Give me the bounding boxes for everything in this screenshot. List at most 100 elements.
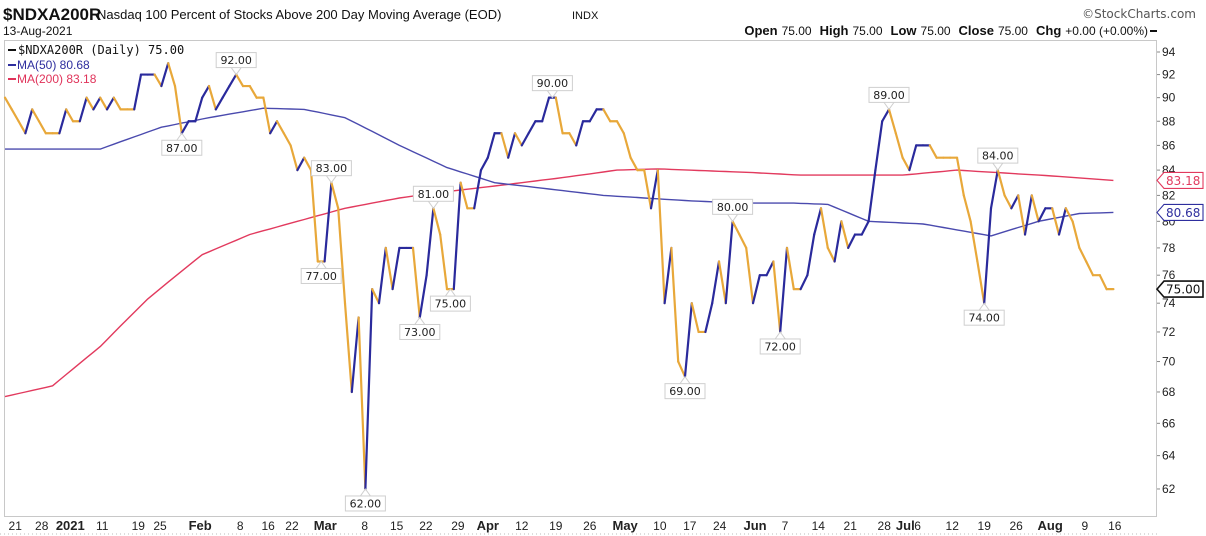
annotation-box xyxy=(412,185,454,202)
price-segment-down xyxy=(629,156,639,172)
x-tick-label: 8 xyxy=(361,519,368,533)
price-segment-down xyxy=(303,156,313,172)
annotation-label: 83.00 xyxy=(316,162,348,175)
chg-value: +0.00 (+0.00%) xyxy=(1065,24,1148,38)
x-tick-label: 28 xyxy=(35,519,49,533)
price-segment-up xyxy=(479,156,489,172)
price-segment-up xyxy=(180,120,190,135)
annotation-pointer xyxy=(679,375,691,384)
annotation-pointer xyxy=(427,200,439,210)
x-tick-label: 15 xyxy=(390,519,404,533)
annotation-box xyxy=(344,495,386,512)
annotation-label: 62.00 xyxy=(350,497,382,510)
price-segment-down xyxy=(996,169,1006,197)
x-tick-label: 25 xyxy=(153,519,167,533)
ma200-series xyxy=(4,168,1114,398)
price-segment-down xyxy=(262,96,272,135)
price-segment-down xyxy=(690,302,700,334)
symbol-title: $NDXA200R xyxy=(3,5,101,24)
legend-bg xyxy=(6,42,211,57)
price-segment-up xyxy=(269,120,279,135)
y-tick-label: 76 xyxy=(1162,268,1176,282)
x-tick-label: 9 xyxy=(1081,519,1088,533)
x-tick-label: 24 xyxy=(713,519,727,533)
y-tick-label: 86 xyxy=(1162,138,1176,152)
chart-description: Nasdaq 100 Percent of Stocks Above 200 D… xyxy=(97,7,501,22)
price-segment-down xyxy=(602,108,612,123)
chart-date: 13-Aug-2021 xyxy=(3,24,73,38)
x-axis: 21 28 2021 11 19 25 Feb 8 16 22 Mar 8 15 22 29 Apr 12 19 2… xyxy=(9,518,1122,533)
price-segment-up xyxy=(473,169,483,210)
ma200-line xyxy=(4,168,1114,398)
open-label: Open xyxy=(744,23,777,38)
y-tick-label: 62 xyxy=(1162,482,1176,496)
price-segment-down xyxy=(275,120,285,135)
price-segment-down xyxy=(554,96,564,135)
price-segment-down xyxy=(31,108,41,123)
annotation-pointer xyxy=(883,102,895,111)
price-segment-down xyxy=(439,233,449,291)
price-segment-up xyxy=(541,96,551,123)
price-segment-up xyxy=(649,169,659,210)
price-segment-down xyxy=(1051,207,1061,236)
price-segment-down xyxy=(826,246,836,263)
copyright-link[interactable]: ©StockCharts.com xyxy=(1082,7,1196,21)
price-segment-up xyxy=(881,108,891,123)
price-segment-down xyxy=(235,73,245,88)
price-segment-up xyxy=(874,120,884,172)
price-segment-down xyxy=(1030,194,1040,223)
annotation-label: 75.00 xyxy=(435,298,467,311)
last-value-tag xyxy=(1156,203,1204,221)
annotation-label: 89.00 xyxy=(873,89,905,102)
exchange-label: INDX xyxy=(572,10,599,22)
y-tick-label: 90 xyxy=(1162,91,1176,105)
price-segment-up xyxy=(711,260,721,305)
price-segment-down xyxy=(785,246,795,291)
price-segment-down xyxy=(901,156,911,172)
annotation-box xyxy=(664,383,706,400)
last-value-label: 75.00 xyxy=(1166,283,1200,297)
x-tick-label: 16 xyxy=(1108,519,1122,533)
annotation-label: 80.00 xyxy=(717,201,749,214)
x-tick-label: 26 xyxy=(1009,519,1023,533)
price-segment-down xyxy=(343,302,353,394)
price-segment-up xyxy=(214,96,224,111)
price-segment-down xyxy=(282,132,292,147)
price-segment-down xyxy=(969,220,979,263)
price-segment-down xyxy=(745,246,755,305)
price-segment-down xyxy=(459,181,469,210)
price-segment-up xyxy=(527,120,537,135)
price-segment-down xyxy=(309,169,319,263)
price-segment-down xyxy=(513,132,523,147)
price-segment-up xyxy=(575,120,585,147)
high-value: 75.00 xyxy=(852,24,882,38)
price-segment-up xyxy=(323,181,333,263)
plot-area[interactable] xyxy=(4,40,1157,517)
price-segment-up xyxy=(751,274,761,305)
y-tick-label: 64 xyxy=(1162,449,1176,463)
price-segment-down xyxy=(207,84,217,111)
price-segment-up xyxy=(350,316,360,394)
annotation-box xyxy=(868,86,910,103)
price-segment-up xyxy=(1023,194,1033,236)
y-tick-label: 72 xyxy=(1162,325,1176,339)
annotation-box xyxy=(161,139,203,156)
price-segment-up xyxy=(1010,194,1020,210)
x-tick-label: Mar xyxy=(314,518,337,533)
annotation-box xyxy=(215,52,257,69)
x-tick-label: 8 xyxy=(237,519,244,533)
price-segment-up xyxy=(452,181,462,291)
y-tick-label: 92 xyxy=(1162,68,1176,82)
price-segment-down xyxy=(371,287,381,305)
annotation-label: 92.00 xyxy=(220,54,252,67)
price-segment-down xyxy=(1064,207,1074,223)
annotation-pointer xyxy=(325,175,337,184)
annotation-label: 74.00 xyxy=(968,312,1000,325)
price-segment-up xyxy=(847,233,857,250)
high-label: High xyxy=(820,23,849,38)
price-segment-up xyxy=(133,73,143,111)
close-label: Close xyxy=(959,23,994,38)
x-tick-label: 19 xyxy=(132,519,146,533)
